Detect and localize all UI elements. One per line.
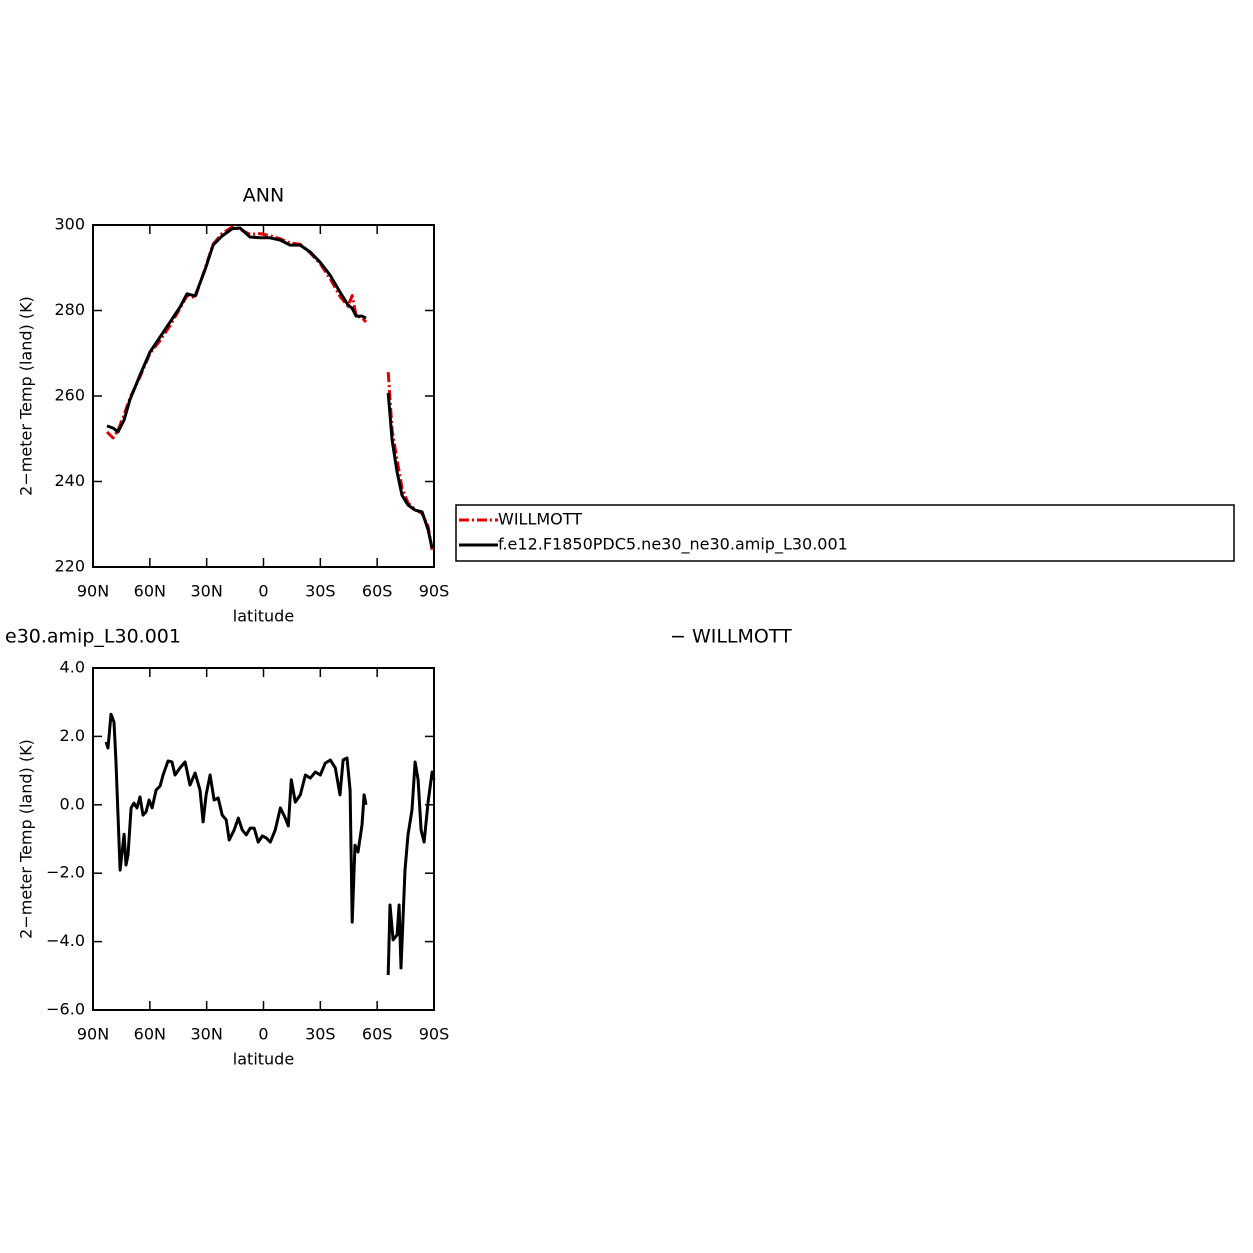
y-tick-label: −2.0 xyxy=(46,863,85,882)
x-tick-label: 60N xyxy=(134,582,166,601)
y-tick-label: 280 xyxy=(54,300,85,319)
legend-box xyxy=(455,504,1235,562)
y-tick-label: 4.0 xyxy=(60,658,85,677)
chart-title: ANN xyxy=(243,185,284,207)
x-axis-label: latitude xyxy=(233,607,294,626)
y-tick-label: 260 xyxy=(54,386,85,405)
legend-label: WILLMOTT xyxy=(498,510,582,529)
x-tick-label: 60N xyxy=(134,1025,166,1044)
y-tick-label: 240 xyxy=(54,471,85,490)
y-axis-label: 2−meter Temp (land) (K) xyxy=(17,739,36,939)
y-tick-label: 220 xyxy=(54,557,85,576)
chart-title-left: e30.amip_L30.001 xyxy=(5,626,181,648)
plot-frame xyxy=(92,224,435,568)
x-tick-label: 90S xyxy=(419,582,450,601)
y-tick-label: −4.0 xyxy=(46,931,85,950)
x-tick-label: 60S xyxy=(362,582,393,601)
x-tick-label: 0 xyxy=(258,582,268,601)
x-tick-label: 30N xyxy=(191,582,223,601)
data-line xyxy=(104,712,436,976)
chart-title-right: − WILLMOTT xyxy=(670,626,792,648)
x-tick-label: 90N xyxy=(77,1025,109,1044)
x-tick-label: 30S xyxy=(305,582,336,601)
x-tick-label: 60S xyxy=(362,1025,393,1044)
y-axis-label: 2−meter Temp (land) (K) xyxy=(17,296,36,496)
data-line xyxy=(106,226,434,549)
y-tick-label: −6.0 xyxy=(46,1000,85,1019)
x-tick-label: 30S xyxy=(305,1025,336,1044)
x-axis-label: latitude xyxy=(233,1050,294,1069)
plot-frame xyxy=(92,667,435,1011)
y-tick-label: 300 xyxy=(54,215,85,234)
x-tick-label: 30N xyxy=(191,1025,223,1044)
y-tick-label: 0.0 xyxy=(60,794,85,813)
legend-label: f.e12.F1850PDC5.ne30_ne30.amip_L30.001 xyxy=(498,535,848,555)
x-tick-label: 90S xyxy=(419,1025,450,1044)
x-tick-label: 90N xyxy=(77,582,109,601)
data-line xyxy=(105,225,434,551)
x-tick-label: 0 xyxy=(258,1025,268,1044)
y-tick-label: 2.0 xyxy=(60,726,85,745)
